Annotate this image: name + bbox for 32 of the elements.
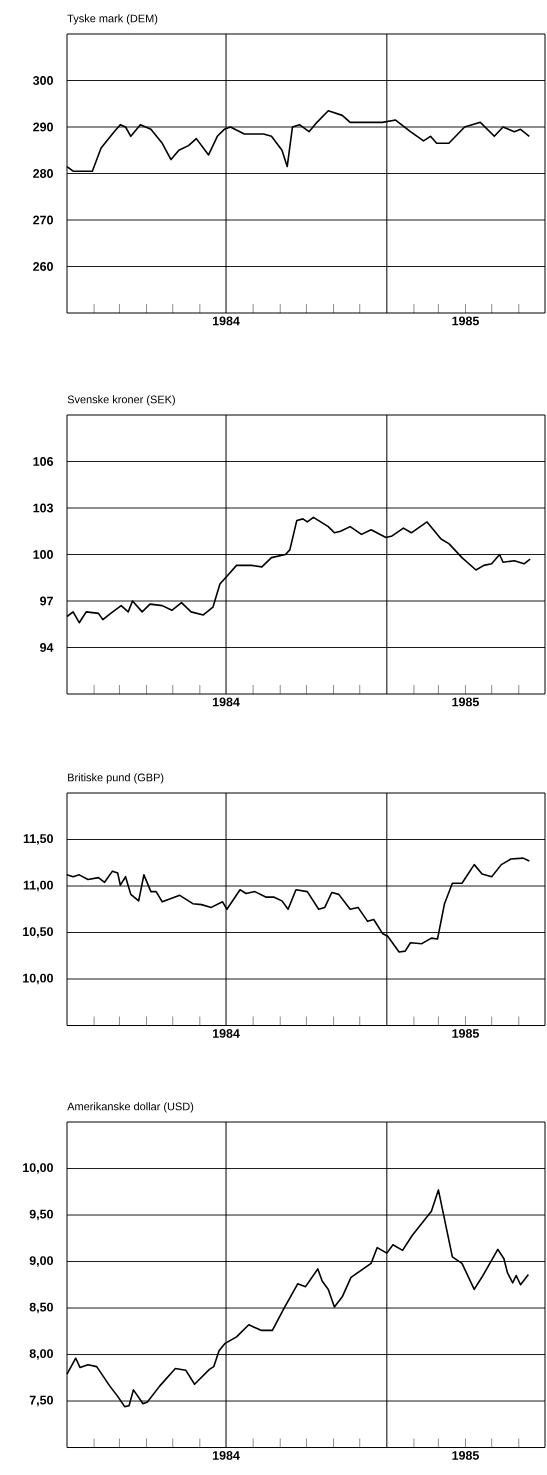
y-tick-label: 97 bbox=[40, 596, 53, 606]
y-tick-label: 9,00 bbox=[29, 1256, 53, 1267]
y-tick-label: 290 bbox=[33, 122, 53, 132]
y-tick-label: 270 bbox=[33, 215, 53, 225]
x-tick-label: 1984 bbox=[212, 1451, 240, 1460]
y-tick-label: 11,50 bbox=[23, 834, 53, 845]
x-tick-label: 1985 bbox=[452, 1451, 479, 1460]
x-tick-label: 1984 bbox=[212, 697, 240, 707]
y-tick-label: 11,00 bbox=[23, 880, 53, 892]
y-tick-label: 10,50 bbox=[23, 927, 53, 938]
y-tick-label: 300 bbox=[32, 76, 53, 85]
y-tick-label: 106 bbox=[33, 457, 54, 466]
chart-title: Amerikanske dollar (USD) bbox=[67, 1102, 194, 1113]
x-tick-label: 1985 bbox=[452, 316, 479, 326]
y-tick-label: 9,50 bbox=[29, 1209, 53, 1221]
y-tick-label: 8,50 bbox=[29, 1302, 53, 1314]
y-tick-label: 10,00 bbox=[23, 1163, 53, 1174]
y-tick-label: 7,50 bbox=[29, 1395, 53, 1407]
y-tick-label: 103 bbox=[33, 503, 54, 513]
y-tick-label: 260 bbox=[33, 262, 53, 271]
y-tick-label: 10,00 bbox=[23, 973, 53, 985]
x-tick-label: 1984 bbox=[212, 1029, 240, 1038]
chart-title: Britiske pund (GBP) bbox=[68, 773, 164, 784]
y-tick-label: 94 bbox=[40, 643, 54, 652]
chart-title: Svenske kroner (SEK) bbox=[67, 395, 175, 406]
chart-title: Tyske mark (DEM) bbox=[67, 14, 158, 25]
x-tick-label: 1985 bbox=[452, 1029, 479, 1038]
y-tick-label: 100 bbox=[33, 550, 53, 559]
y-tick-label: 8,00 bbox=[29, 1349, 53, 1360]
x-tick-label: 1984 bbox=[212, 316, 240, 326]
y-tick-label: 280 bbox=[33, 169, 53, 178]
x-tick-label: 1985 bbox=[452, 697, 479, 707]
